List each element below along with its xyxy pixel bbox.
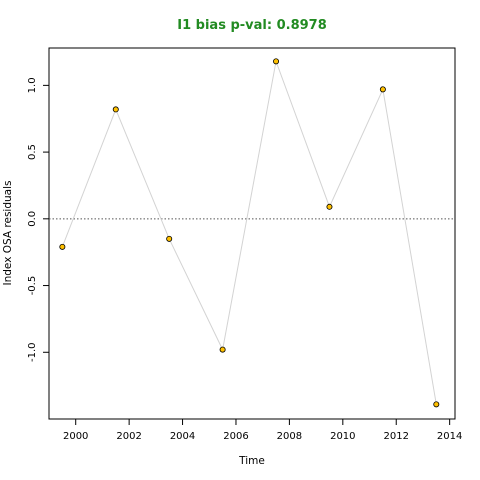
data-point-0	[59, 243, 66, 250]
series-points	[59, 58, 440, 408]
x-tick-label-2008: 2008	[277, 431, 302, 442]
x-axis-label: Time	[238, 455, 265, 467]
chart-title: I1 bias p-val: 0.8978	[177, 18, 327, 33]
data-point-4	[273, 58, 280, 65]
plot-frame	[48, 47, 456, 420]
x-tick-label-2002: 2002	[116, 431, 141, 442]
data-point-3	[219, 346, 226, 353]
y-tick-label-3: 0.5	[27, 144, 38, 160]
data-point-7	[433, 401, 440, 408]
y-tick-label-0: -1.0	[27, 343, 38, 363]
x-tick-label-2014: 2014	[437, 431, 462, 442]
x-tick-label-2000: 2000	[63, 431, 88, 442]
y-axis: -1.0 -0.5 0.0 0.5 1.0	[27, 77, 49, 362]
y-tick-label-4: 1.0	[27, 77, 38, 93]
y-axis-label: Index OSA residuals	[2, 181, 14, 286]
x-tick-label-2006: 2006	[223, 431, 248, 442]
x-tick-label-2010: 2010	[330, 431, 355, 442]
series-connecting-line	[61, 59, 437, 405]
x-axis: 2000 2002 2004 2006 2008 2010 2012 2014	[63, 419, 462, 442]
x-tick-label-2004: 2004	[170, 431, 195, 442]
y-tick-label-2: 0.0	[27, 211, 38, 227]
series-line	[61, 59, 437, 405]
y-tick-label-1: -0.5	[27, 276, 38, 296]
data-point-6	[379, 86, 386, 93]
data-point-2	[166, 235, 173, 242]
data-point-5	[326, 203, 333, 210]
x-tick-label-2012: 2012	[384, 431, 409, 442]
data-point-1	[112, 106, 119, 113]
